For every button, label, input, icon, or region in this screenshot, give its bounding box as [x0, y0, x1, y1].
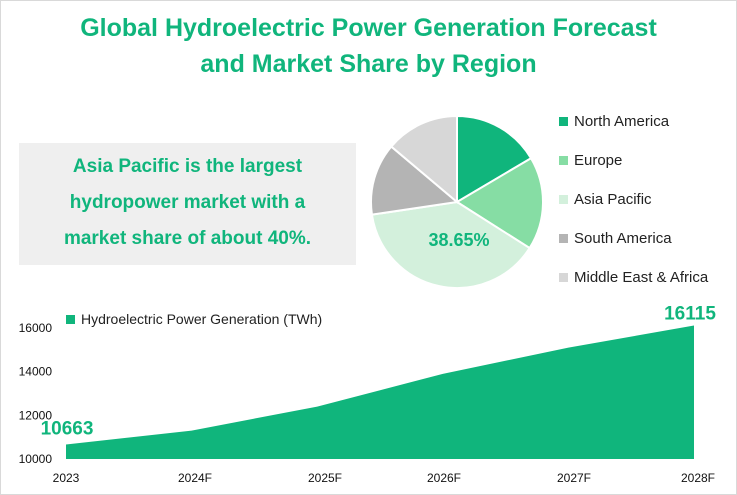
legend-label: Middle East & Africa: [574, 268, 709, 286]
area-series-name: Hydroelectric Power Generation (TWh): [81, 311, 323, 327]
pie-data-label: 38.65%: [428, 230, 489, 250]
pie-slice: [456, 114, 533, 204]
x-tick-label: 2025F: [308, 471, 342, 485]
pie-legend-item: South America: [559, 228, 672, 248]
callout-line-3: market share of about 40%.: [63, 228, 312, 249]
title-line-2: and Market Share by Region: [200, 50, 537, 78]
callout-line-2: hydropower market with a: [69, 192, 306, 213]
callout-line-1: Asia Pacific is the largest: [72, 156, 303, 177]
x-tick-label: 2028F: [681, 471, 715, 485]
area-series: [66, 325, 694, 459]
last-value-label: 16115: [664, 303, 716, 324]
legend-label: North America: [574, 112, 670, 130]
title-line-1: Global Hydroelectric Power Generation Fo…: [80, 14, 657, 42]
y-tick-label: 12000: [19, 408, 53, 422]
x-tick-label: 2024F: [178, 471, 212, 485]
legend-swatch: [559, 116, 568, 126]
y-tick-label: 14000: [19, 365, 53, 379]
legend-swatch: [559, 155, 568, 165]
x-tick-label: 2023: [53, 471, 80, 485]
legend-label: South America: [574, 229, 672, 247]
pie-slice: [370, 145, 460, 216]
pie-slice: [455, 156, 544, 250]
pie-legend-item: Europe: [559, 150, 622, 170]
pie-slice: [389, 114, 458, 205]
area-legend: Hydroelectric Power Generation (TWh): [66, 311, 322, 327]
x-tick-label: 2026F: [427, 471, 461, 485]
x-tick-label: 2027F: [557, 471, 591, 485]
legend-label: Asia Pacific: [574, 190, 652, 208]
legend-swatch: [66, 314, 75, 324]
y-tick-label: 10000: [19, 452, 53, 466]
callout-box: Asia Pacific is the largest hydropower m…: [19, 143, 356, 265]
chart-title: Global Hydroelectric Power Generation Fo…: [0, 10, 737, 82]
legend-swatch: [559, 233, 568, 243]
y-tick-label: 16000: [19, 321, 53, 335]
legend-swatch: [559, 272, 568, 282]
pie-legend-item: Asia Pacific: [559, 189, 652, 209]
pie-slice: [370, 200, 531, 289]
first-value-label: 10663: [41, 419, 94, 440]
legend-label: Europe: [574, 151, 623, 169]
pie-legend-item: North America: [559, 111, 669, 131]
pie-legend-item: Middle East & Africa: [559, 267, 708, 287]
legend-swatch: [559, 194, 568, 204]
